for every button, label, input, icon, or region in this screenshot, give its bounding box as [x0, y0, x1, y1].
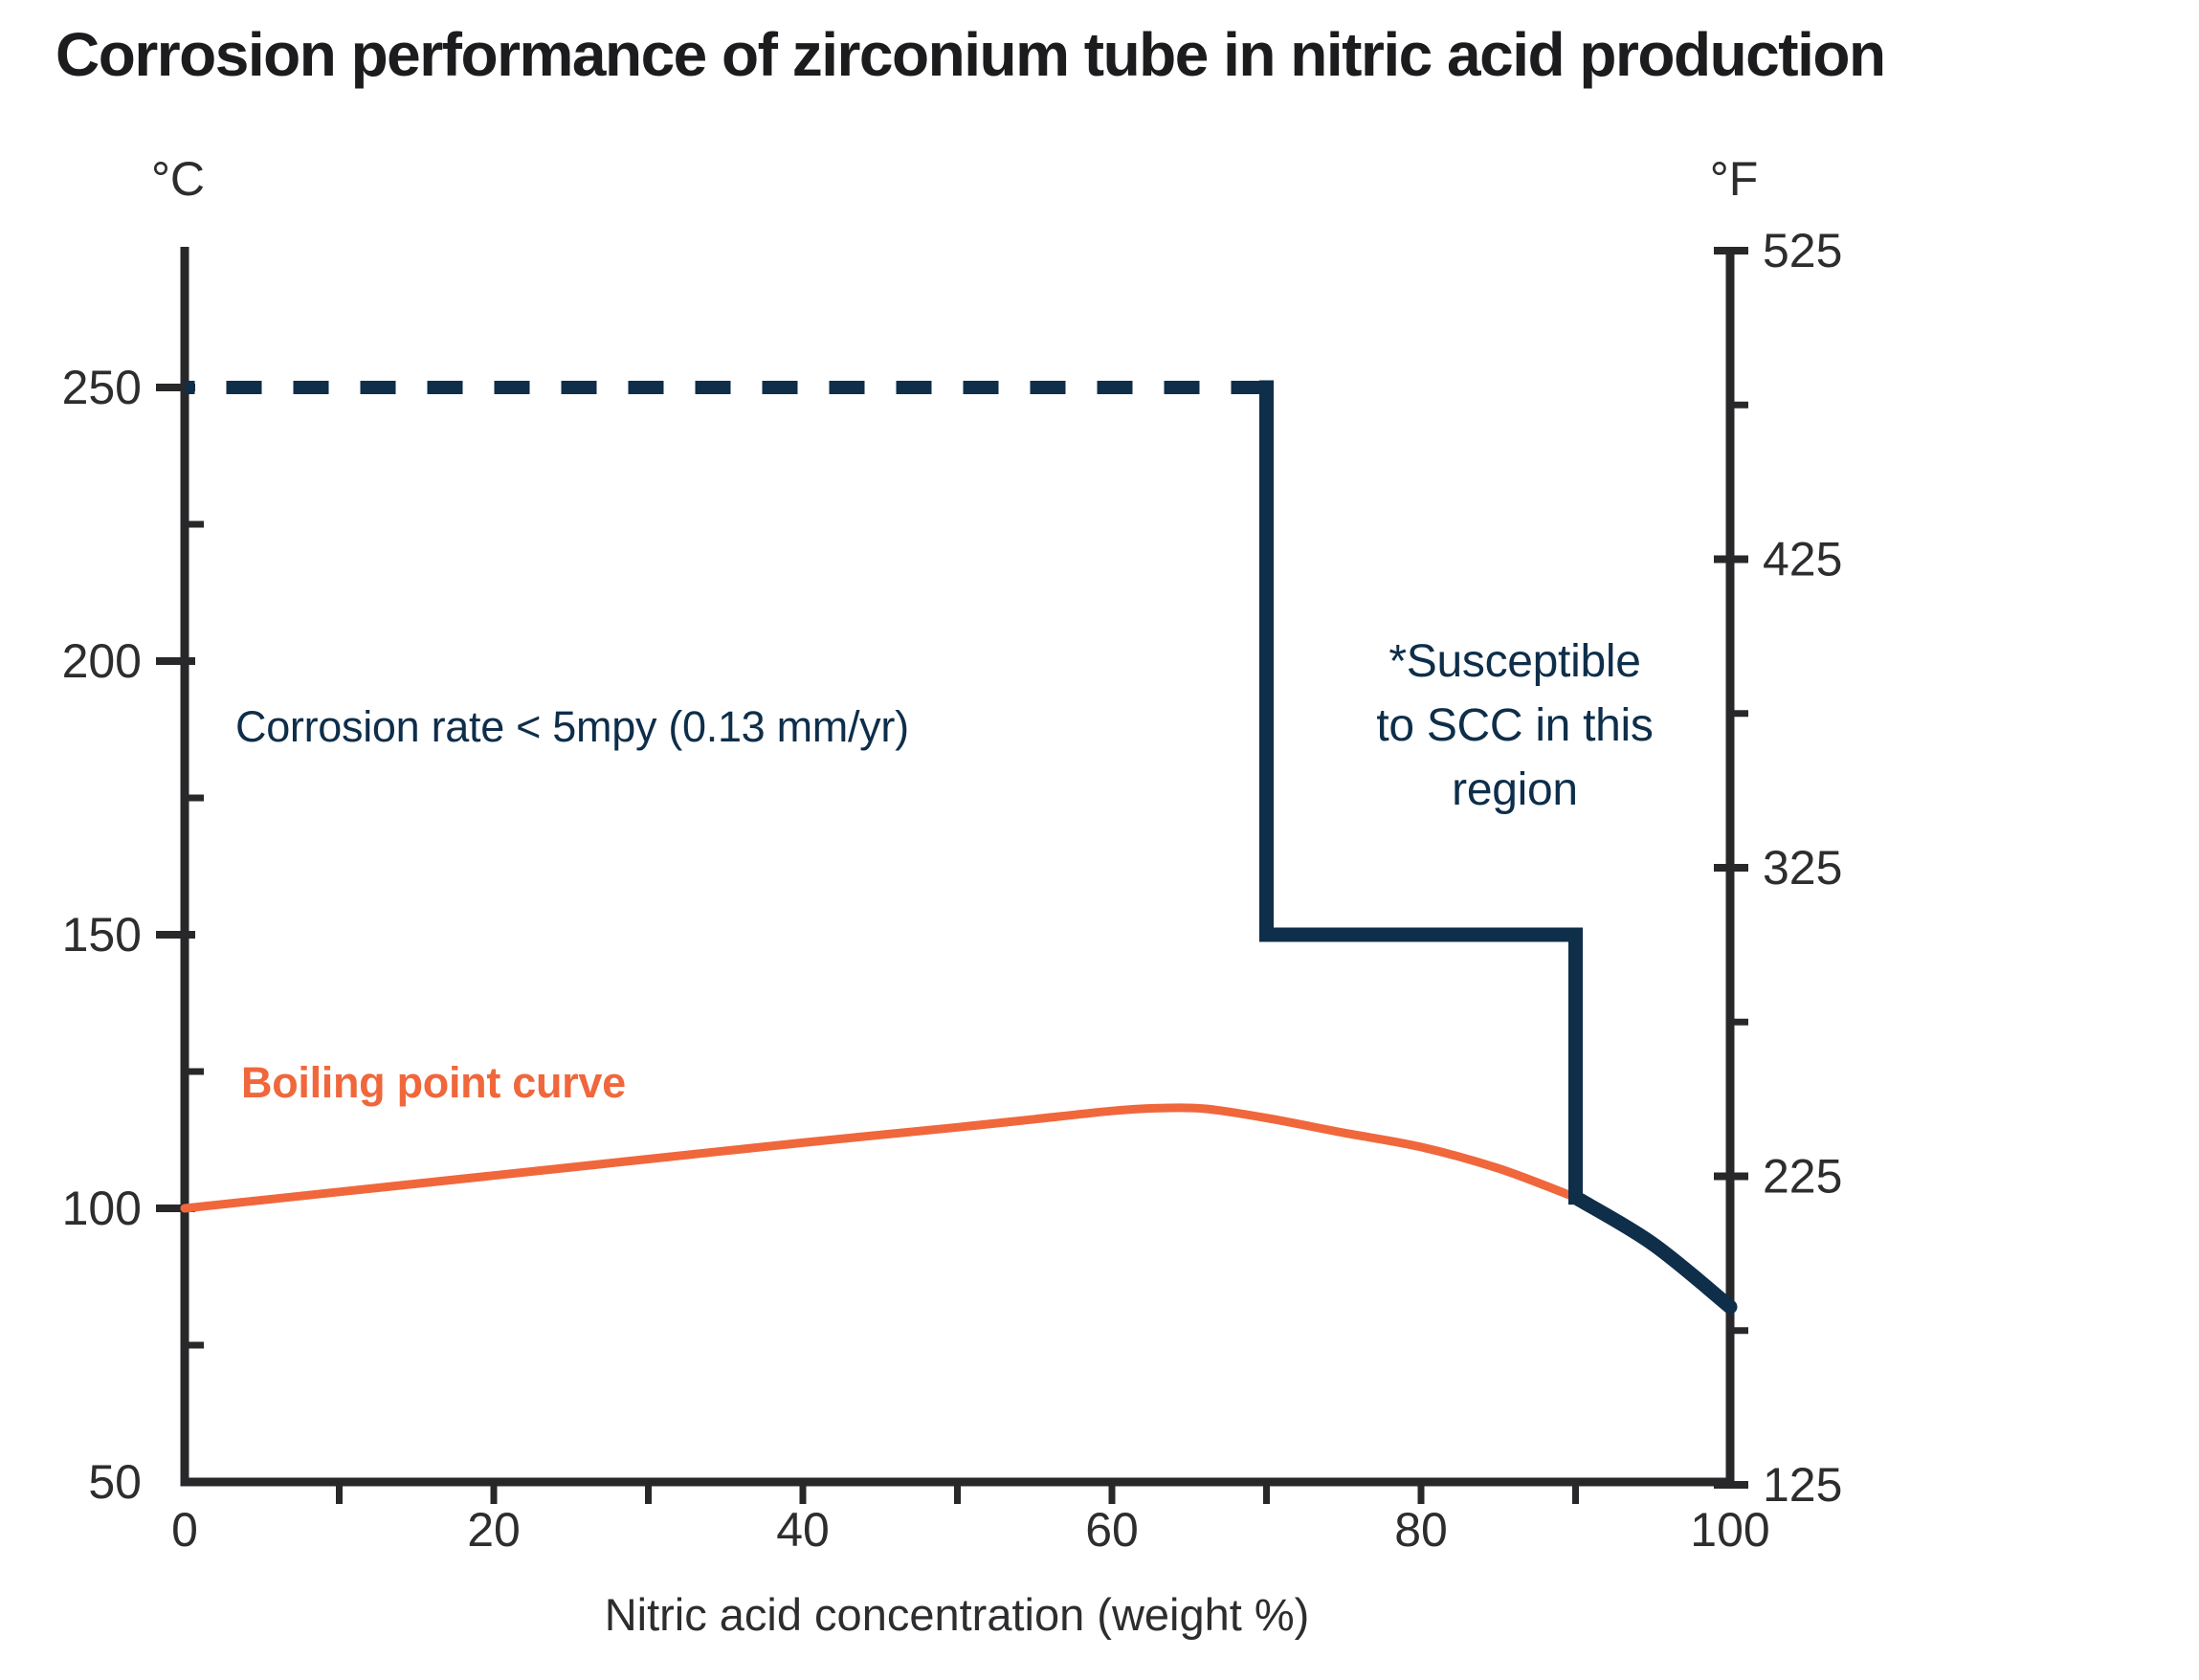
chart-title: Corrosion performance of zirconium tube …	[56, 20, 1886, 89]
x-axis-title: Nitric acid concentration (weight %)	[604, 1589, 1310, 1640]
y-tick-label-f: 325	[1763, 841, 1842, 895]
x-tick-label: 0	[171, 1503, 198, 1557]
boiling-point-curve	[180, 1103, 1580, 1213]
x-tick-label: 20	[467, 1503, 521, 1557]
y-tick-label-f: 425	[1763, 533, 1842, 586]
y-tick-label-c: 250	[62, 361, 142, 414]
x-tick-label: 60	[1085, 1503, 1139, 1557]
x-tick-label: 100	[1690, 1503, 1769, 1557]
scc-boundary-tail	[1568, 1190, 1738, 1315]
fahrenheit-axis-unit-label: °F	[1709, 152, 1759, 206]
boiling-point-curve-label: Boiling point curve	[241, 1058, 626, 1107]
scc-boundary-solid	[1259, 380, 1583, 1205]
y-tick-label-f: 525	[1763, 224, 1842, 277]
y-tick-label-f: 125	[1763, 1458, 1842, 1512]
scc-region-annotation: *Susceptible to SCC in this region	[1376, 636, 1654, 815]
y-tick-label-f: 225	[1763, 1150, 1842, 1204]
y-tick-label-c: 50	[88, 1455, 142, 1509]
x-tick-label: 40	[776, 1503, 830, 1557]
x-tick-label: 80	[1394, 1503, 1448, 1557]
corrosion-rate-annotation: Corrosion rate < 5mpy (0.13 mm/yr)	[235, 702, 909, 751]
y-tick-label-c: 200	[62, 634, 142, 688]
y-tick-label-c: 100	[62, 1182, 142, 1235]
y-tick-label-c: 150	[62, 908, 142, 962]
celsius-axis-unit-label: °C	[150, 152, 206, 206]
